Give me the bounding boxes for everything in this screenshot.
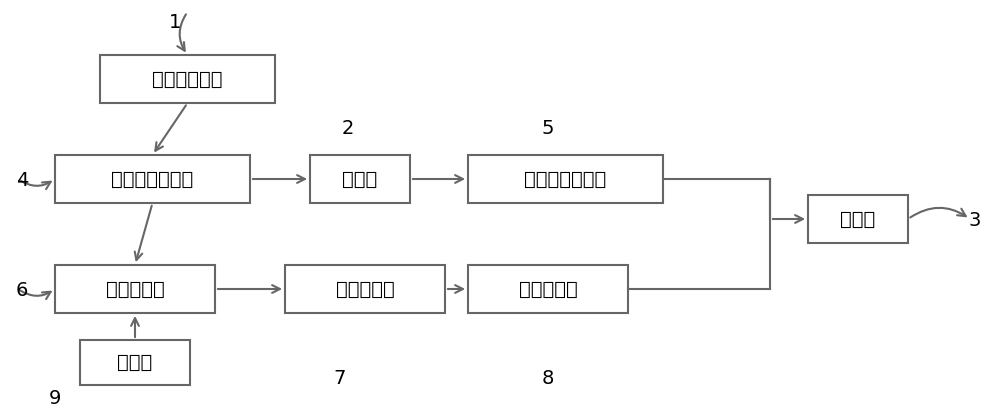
Text: 窄脉冲产生器: 窄脉冲产生器 (152, 70, 223, 88)
Text: 2: 2 (342, 119, 354, 137)
Text: 4: 4 (16, 171, 28, 189)
Bar (310, 155, 410, 203)
Text: 3: 3 (969, 211, 981, 229)
Text: 缓冲器: 缓冲器 (342, 169, 378, 189)
Text: 5: 5 (542, 119, 554, 137)
Text: 驱动器: 驱动器 (840, 209, 876, 229)
Text: 第二开关晶体管: 第二开关晶体管 (524, 169, 607, 189)
Text: 9: 9 (49, 389, 61, 407)
Bar (55, 155, 250, 203)
Text: 第三电容器: 第三电容器 (519, 279, 577, 299)
Bar (468, 265, 628, 313)
Bar (468, 155, 663, 203)
Text: 1: 1 (169, 13, 181, 31)
Bar (55, 265, 215, 313)
Bar (80, 340, 190, 385)
Text: 电流源: 电流源 (117, 353, 153, 372)
Text: 7: 7 (334, 369, 346, 387)
Bar (285, 265, 445, 313)
Text: 第二电容器: 第二电容器 (336, 279, 394, 299)
Bar (100, 55, 275, 103)
Bar (808, 195, 908, 243)
Text: 第一开关晶体管: 第一开关晶体管 (111, 169, 194, 189)
Text: 8: 8 (542, 369, 554, 387)
Text: 第一电容器: 第一电容器 (106, 279, 164, 299)
Text: 6: 6 (16, 281, 28, 299)
